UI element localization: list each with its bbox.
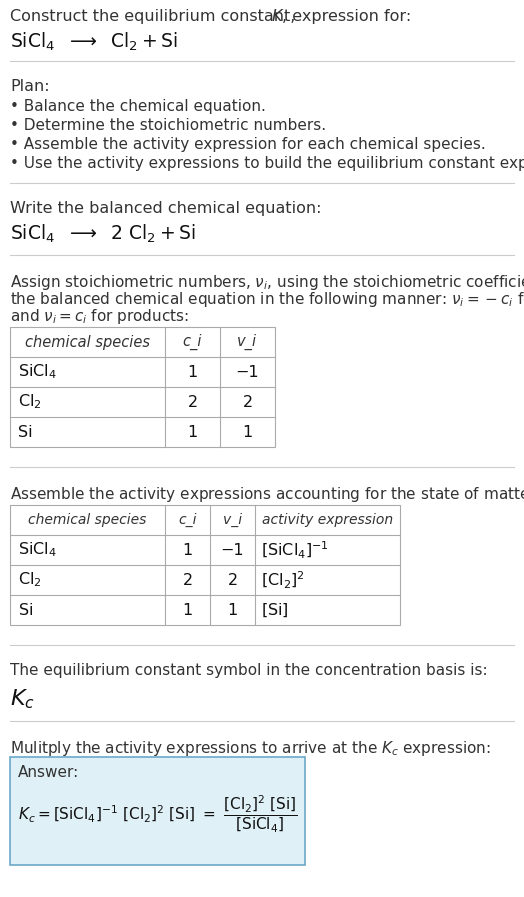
Text: Si: Si <box>18 424 32 440</box>
Text: the balanced chemical equation in the following manner: $\nu_i = -c_i$ for react: the balanced chemical equation in the fo… <box>10 290 524 309</box>
Text: $\mathrm{Cl_2}$: $\mathrm{Cl_2}$ <box>18 570 42 589</box>
Text: $\longrightarrow$: $\longrightarrow$ <box>66 223 97 242</box>
Text: 1: 1 <box>188 364 198 379</box>
Text: $\mathrm{2\ Cl_2 + Si}$: $\mathrm{2\ Cl_2 + Si}$ <box>110 223 195 245</box>
Text: −1: −1 <box>236 364 259 379</box>
Text: 1: 1 <box>227 603 237 617</box>
Text: chemical species: chemical species <box>28 513 147 527</box>
Text: $\mathrm{SiCl_4}$: $\mathrm{SiCl_4}$ <box>10 31 55 53</box>
Text: 2: 2 <box>188 395 198 410</box>
Text: $\mathrm{SiCl_4}$: $\mathrm{SiCl_4}$ <box>18 541 57 560</box>
Text: 1: 1 <box>243 424 253 440</box>
Text: activity expression: activity expression <box>262 513 393 527</box>
Bar <box>10 505 400 625</box>
Text: 2: 2 <box>227 572 237 588</box>
Text: and $\nu_i = c_i$ for products:: and $\nu_i = c_i$ for products: <box>10 307 189 326</box>
Text: v_i: v_i <box>237 334 258 350</box>
Text: chemical species: chemical species <box>25 335 150 350</box>
Text: 1: 1 <box>182 543 193 558</box>
Text: • Balance the chemical equation.: • Balance the chemical equation. <box>10 99 266 114</box>
Text: $[\mathrm{Si}]$: $[\mathrm{Si}]$ <box>261 601 289 619</box>
Text: $\mathrm{SiCl_4}$: $\mathrm{SiCl_4}$ <box>18 362 57 381</box>
Text: • Determine the stoichiometric numbers.: • Determine the stoichiometric numbers. <box>10 118 326 133</box>
Text: $[\mathrm{SiCl_4}]^{-1}$: $[\mathrm{SiCl_4}]^{-1}$ <box>261 539 329 561</box>
Text: c_i: c_i <box>183 334 202 350</box>
Text: 2: 2 <box>243 395 253 410</box>
Text: −1: −1 <box>221 543 244 558</box>
Text: Answer:: Answer: <box>18 765 79 780</box>
Text: $\mathrm{Cl_2 + Si}$: $\mathrm{Cl_2 + Si}$ <box>110 31 178 53</box>
Text: Assign stoichiometric numbers, $\nu_i$, using the stoichiometric coefficients, $: Assign stoichiometric numbers, $\nu_i$, … <box>10 273 524 292</box>
Text: 1: 1 <box>188 424 198 440</box>
Text: 1: 1 <box>182 603 193 617</box>
Text: , expression for:: , expression for: <box>282 9 411 24</box>
Text: • Use the activity expressions to build the equilibrium constant expression.: • Use the activity expressions to build … <box>10 156 524 171</box>
Text: $[\mathrm{Cl_2}]^{2}$: $[\mathrm{Cl_2}]^{2}$ <box>261 570 305 590</box>
Bar <box>10 327 275 447</box>
Text: $\mathrm{SiCl_4}$: $\mathrm{SiCl_4}$ <box>10 223 55 245</box>
Text: $K_c = [\mathrm{SiCl_4}]^{-1}\ [\mathrm{Cl_2}]^2\ [\mathrm{Si}]\ =\ \dfrac{[\mat: $K_c = [\mathrm{SiCl_4}]^{-1}\ [\mathrm{… <box>18 793 298 834</box>
Text: c_i: c_i <box>178 513 196 527</box>
Text: The equilibrium constant symbol in the concentration basis is:: The equilibrium constant symbol in the c… <box>10 663 488 678</box>
Text: Construct the equilibrium constant,: Construct the equilibrium constant, <box>10 9 300 24</box>
Text: $\longrightarrow$: $\longrightarrow$ <box>66 31 97 50</box>
Text: • Assemble the activity expression for each chemical species.: • Assemble the activity expression for e… <box>10 137 486 152</box>
Text: K: K <box>272 9 282 24</box>
Text: v_i: v_i <box>223 513 242 527</box>
Text: $\mathrm{Cl_2}$: $\mathrm{Cl_2}$ <box>18 393 42 412</box>
Text: Mulitply the activity expressions to arrive at the $K_c$ expression:: Mulitply the activity expressions to arr… <box>10 739 490 758</box>
Text: $K_c$: $K_c$ <box>10 687 35 710</box>
Text: Plan:: Plan: <box>10 79 50 94</box>
Text: 2: 2 <box>182 572 192 588</box>
Text: $\mathrm{Si}$: $\mathrm{Si}$ <box>18 602 33 618</box>
Text: Write the balanced chemical equation:: Write the balanced chemical equation: <box>10 201 322 216</box>
Text: Assemble the activity expressions accounting for the state of matter and $\nu_i$: Assemble the activity expressions accoun… <box>10 485 524 504</box>
Bar <box>10 757 305 865</box>
